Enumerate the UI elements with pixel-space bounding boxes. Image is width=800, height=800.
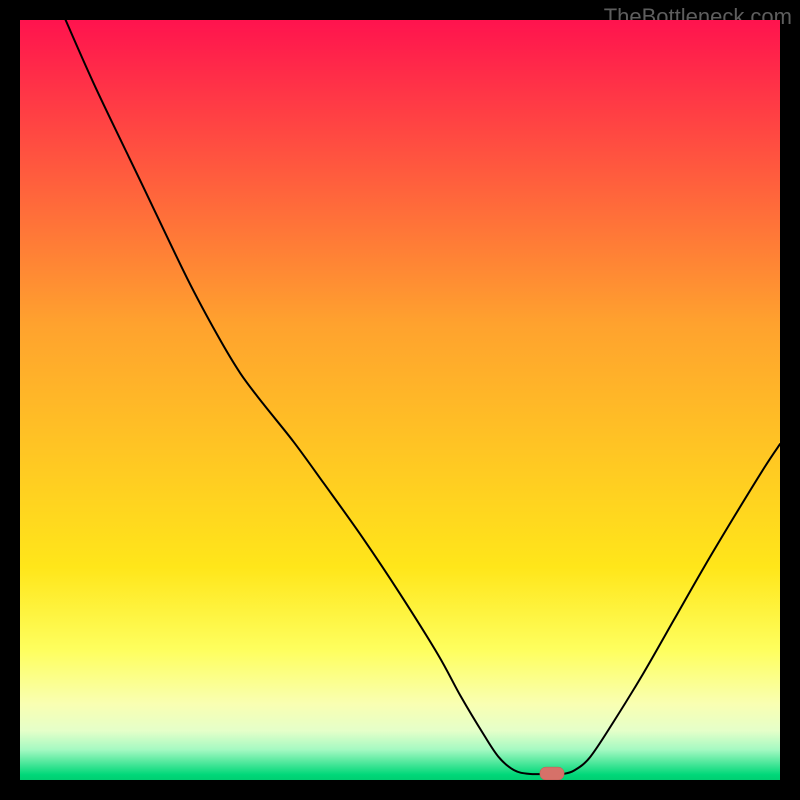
chart-container: TheBottleneck.com — [0, 0, 800, 800]
optimal-point-marker — [540, 767, 564, 780]
bottleneck-curve-chart — [20, 20, 780, 780]
gradient-background — [20, 20, 780, 780]
